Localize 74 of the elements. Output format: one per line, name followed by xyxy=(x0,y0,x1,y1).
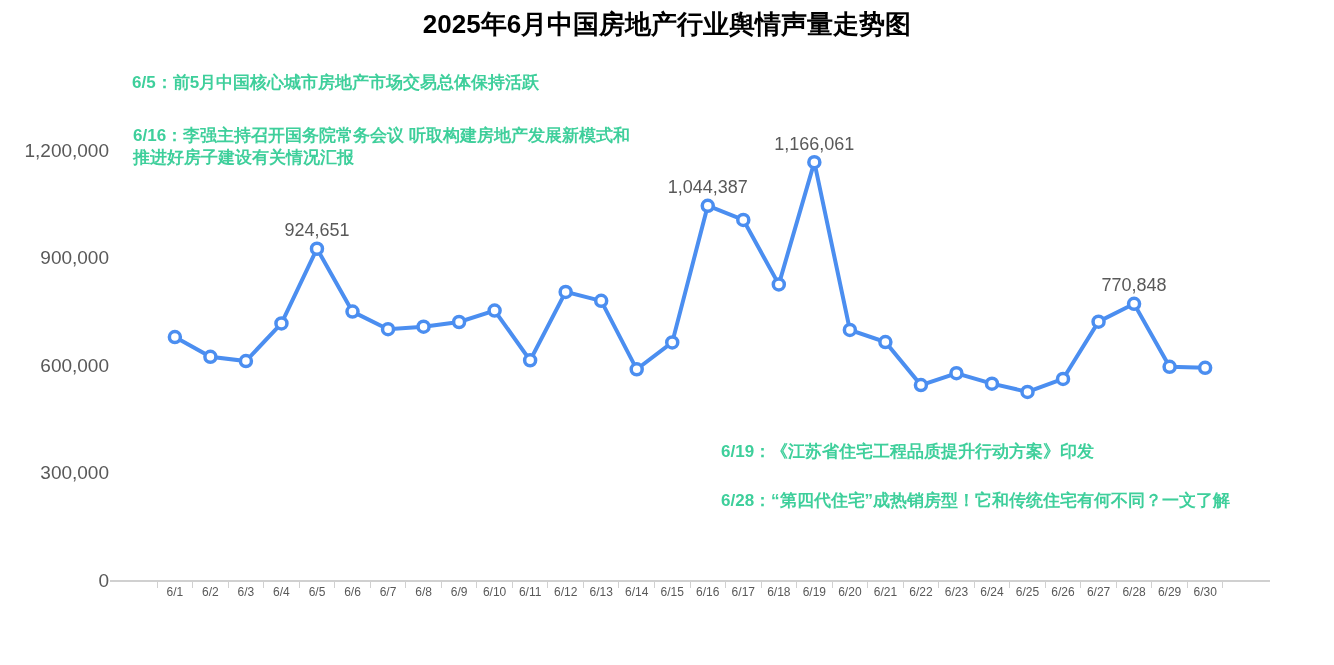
y-tick-label: 0 xyxy=(98,569,109,591)
point xyxy=(878,334,893,350)
x-tick-label: 6/14 xyxy=(625,585,649,600)
x-tick-label: 6/17 xyxy=(731,585,756,600)
x-tick-label: 6/1 xyxy=(166,585,184,600)
point xyxy=(1126,296,1142,312)
x-tick-label: 6/28 xyxy=(1122,585,1147,600)
x-tick-label: 6/20 xyxy=(838,585,862,600)
x-tick-label: 6/18 xyxy=(767,585,791,600)
x-tick-label: 6/19 xyxy=(802,585,827,600)
annotation: 6/19：《江苏省住宅工程品质提升行动方案》印发 xyxy=(721,441,1095,461)
point xyxy=(309,241,325,256)
point xyxy=(558,284,573,300)
data-label: 770,848 xyxy=(1101,275,1167,296)
x-tick-label: 6/25 xyxy=(1015,585,1040,600)
x-tick-label: 6/4 xyxy=(273,585,291,600)
point xyxy=(1055,371,1071,387)
text: 6/5：前5月中国核心城市房地产市场交易总体保持活跃 xyxy=(132,73,541,92)
point xyxy=(736,212,751,228)
x-tick-label: 6/21 xyxy=(873,585,898,600)
point xyxy=(451,314,467,330)
y-tick-label: 300,000 xyxy=(40,462,109,484)
point xyxy=(629,362,644,377)
point xyxy=(664,335,680,350)
point xyxy=(1162,359,1177,375)
point xyxy=(1091,314,1106,329)
data-label: 924,651 xyxy=(284,220,350,241)
x-tick-label: 6/29 xyxy=(1157,585,1182,600)
point xyxy=(949,365,964,381)
point xyxy=(238,353,254,369)
annotation: 6/28：“第四代住宅”成热销房型！它和传统住宅有何不同？一文了解 xyxy=(721,491,1231,510)
point xyxy=(416,319,431,334)
x-tick-label: 6/2 xyxy=(202,585,220,600)
point xyxy=(345,304,360,319)
annotation: 6/16：李强主持召开国务院常务会议 听取构建房地产发展新模式和推进好房子建设有关情况汇报 xyxy=(132,126,630,168)
point xyxy=(1020,384,1035,400)
point xyxy=(487,303,502,318)
x-tick-label: 6/3 xyxy=(237,585,255,600)
data-label: 1,166,061 xyxy=(774,133,855,154)
x-tick-label: 6/13 xyxy=(589,585,614,600)
x-tick-label: 6/10 xyxy=(482,585,507,600)
point xyxy=(167,329,183,345)
point xyxy=(700,198,716,214)
point xyxy=(984,376,1000,391)
x-tick-label: 6/27 xyxy=(1086,585,1111,600)
point xyxy=(274,316,289,331)
x-tick-label: 6/7 xyxy=(379,585,397,600)
data-label: 1,044,387 xyxy=(667,177,748,198)
y-tick-label: 1,200,000 xyxy=(24,139,109,161)
point xyxy=(842,322,858,338)
point xyxy=(807,154,822,170)
point xyxy=(1197,360,1213,376)
point xyxy=(380,321,396,337)
x-tick-label: 6/16 xyxy=(696,585,720,600)
chart-title: 2025年6月中国房地产行业舆情声量走势图 xyxy=(422,9,912,40)
x-tick-label: 6/5 xyxy=(308,585,326,600)
point xyxy=(522,353,538,368)
point xyxy=(593,293,609,309)
y-tick-label: 600,000 xyxy=(40,354,109,376)
point xyxy=(913,377,929,393)
y-tick-label: 900,000 xyxy=(40,247,109,269)
x-tick-label: 6/22 xyxy=(909,585,933,600)
x-tick-label: 6/15 xyxy=(660,585,685,600)
x-tick-label: 6/24 xyxy=(980,585,1004,600)
point xyxy=(771,277,787,292)
x-tick-label: 6/26 xyxy=(1051,585,1076,600)
x-tick-label: 6/11 xyxy=(518,585,542,600)
x-tick-label: 6/12 xyxy=(553,585,578,600)
x-tick-label: 6/9 xyxy=(450,585,468,600)
x-tick-label: 6/23 xyxy=(944,585,969,600)
x-tick-label: 6/30 xyxy=(1193,585,1218,600)
x-tick-label: 6/8 xyxy=(415,585,433,600)
x-tick-label: 6/6 xyxy=(344,585,362,600)
point xyxy=(203,349,218,365)
